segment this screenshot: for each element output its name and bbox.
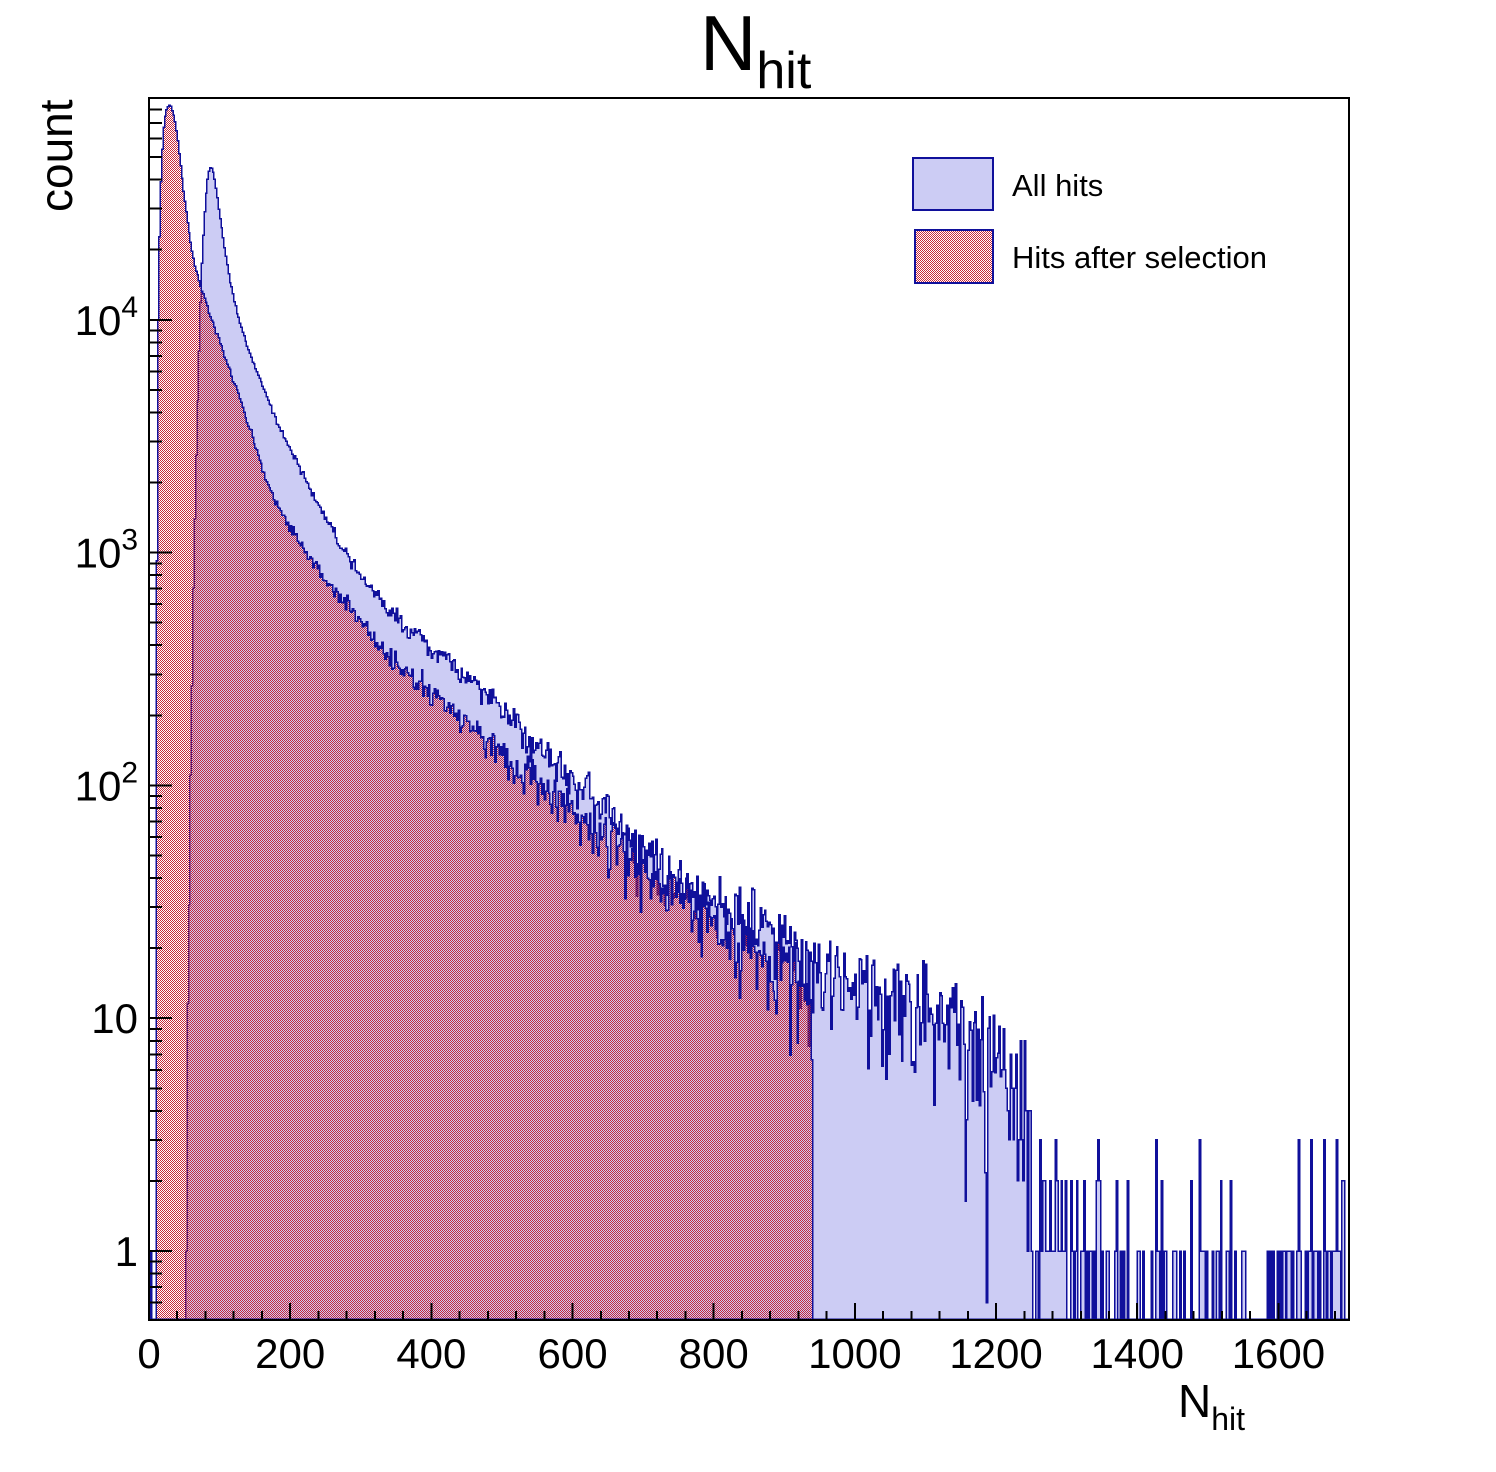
x-axis-title: Nhit: [1178, 1375, 1245, 1437]
plot-frame: [148, 97, 1350, 1321]
x-tick-label: 1200: [949, 1330, 1042, 1377]
series-hits-after-selection-area: [149, 104, 1349, 1320]
y-tick-label: 104: [75, 291, 138, 344]
y-tick-label-exponent: 3: [121, 524, 138, 557]
y-tick-label: 10: [91, 995, 138, 1042]
chart-title-sub: hit: [756, 42, 811, 100]
y-tick-label: 103: [75, 524, 138, 577]
x-tick-label: 400: [396, 1330, 466, 1377]
x-tick-label: 1600: [1232, 1330, 1325, 1377]
y-tick-label-exponent: 2: [121, 756, 138, 789]
x-tick-label: 1400: [1091, 1330, 1184, 1377]
y-tick-label-exponent: 4: [121, 291, 138, 324]
chart-title-main: N: [700, 0, 756, 87]
x-tick-label: 800: [679, 1330, 749, 1377]
legend-swatch-selection: [914, 229, 994, 284]
y-tick-label: 1: [115, 1228, 138, 1275]
ticks-layer: [148, 108, 1336, 1319]
x-tick-label: 0: [137, 1330, 160, 1377]
legend: All hits Hits after selection: [912, 157, 1267, 284]
y-tick-label: 102: [75, 756, 138, 809]
x-tick-label: 200: [255, 1330, 325, 1377]
series-layer: [149, 104, 1349, 1320]
x-axis-title-sub: hit: [1211, 1401, 1245, 1437]
x-tick-label: 1000: [808, 1330, 901, 1377]
legend-label-all-hits: All hits: [1012, 168, 1103, 203]
y-axis-title: count: [30, 99, 82, 212]
x-tick-label: 600: [537, 1330, 607, 1377]
chart-title: Nhit: [700, 0, 812, 100]
x-axis-title-main: N: [1178, 1375, 1211, 1427]
legend-swatch-all-hits: [912, 157, 994, 211]
legend-label-selection: Hits after selection: [1012, 240, 1267, 275]
y-axis-title-group: count: [30, 99, 82, 212]
